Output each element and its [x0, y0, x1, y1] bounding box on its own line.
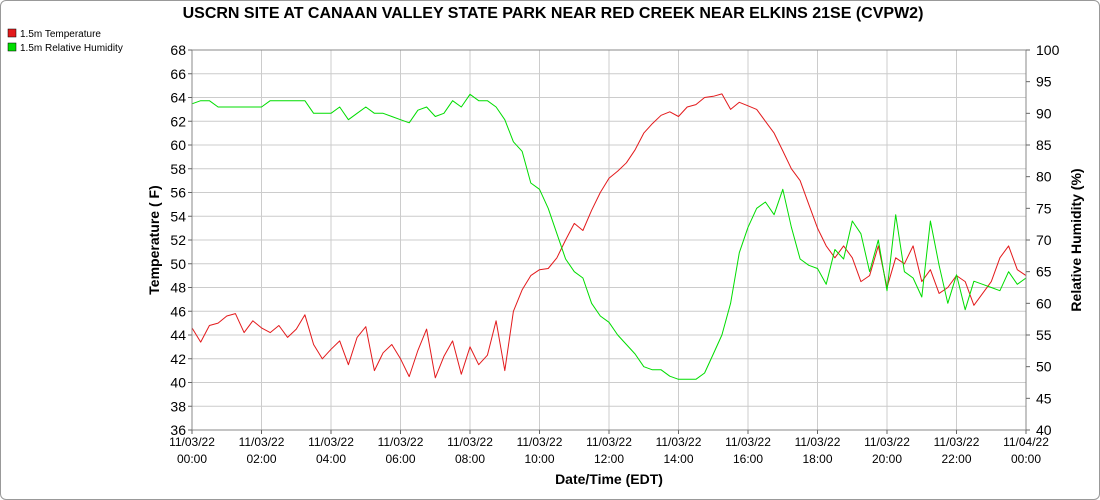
legend-label-temperature: 1.5m Temperature	[20, 29, 101, 40]
x-tick-date: 11/03/22	[517, 435, 563, 449]
y-axis-label-right: Relative Humidity (%)	[1068, 168, 1084, 311]
left-tick-label: 54	[170, 208, 186, 224]
left-tick-label: 48	[170, 280, 186, 296]
left-tick-label: 46	[170, 303, 186, 319]
right-tick-label: 55	[1036, 327, 1052, 343]
left-axis-ticks: 36 38 40 42 44 46 48 50 52 54 56 58 60 62 64 66 68	[170, 42, 192, 438]
legend-swatch-temperature	[7, 28, 17, 38]
x-tick-time: 20:00	[872, 452, 902, 466]
left-tick-label: 52	[170, 232, 186, 248]
grid	[191, 49, 1027, 431]
right-tick-label: 50	[1036, 359, 1052, 375]
x-axis-label: Date/Time (EDT)	[555, 471, 663, 487]
x-tick-time: 06:00	[385, 452, 415, 466]
left-tick-label: 56	[170, 185, 186, 201]
right-tick-label: 60	[1036, 295, 1052, 311]
right-tick-label: 40	[1036, 422, 1052, 438]
left-tick-label: 36	[170, 422, 186, 438]
x-tick-date: 11/03/22	[586, 435, 632, 449]
left-tick-label: 60	[170, 137, 186, 153]
right-tick-label: 100	[1036, 42, 1060, 58]
x-tick-date: 11/03/22	[447, 435, 493, 449]
right-tick-label: 80	[1036, 169, 1052, 185]
right-tick-label: 90	[1036, 105, 1052, 121]
right-tick-label: 45	[1036, 390, 1052, 406]
left-tick-label: 68	[170, 42, 186, 58]
x-tick-date: 11/03/22	[169, 435, 215, 449]
left-tick-label: 38	[170, 398, 186, 414]
x-tick-date: 11/04/22	[1003, 435, 1049, 449]
series-layer	[191, 93, 1027, 380]
left-tick-label: 62	[170, 113, 186, 129]
x-tick-time: 04:00	[316, 452, 346, 466]
x-tick-date: 11/03/22	[378, 435, 424, 449]
x-tick-date: 11/03/22	[656, 435, 702, 449]
x-tick-date: 11/03/22	[308, 435, 354, 449]
left-tick-label: 66	[170, 66, 186, 82]
left-tick-label: 40	[170, 375, 186, 391]
x-tick-time: 22:00	[941, 452, 971, 466]
left-tick-label: 42	[170, 351, 186, 367]
left-tick-label: 44	[170, 327, 186, 343]
x-tick-time: 02:00	[246, 452, 276, 466]
x-tick-date: 11/03/22	[864, 435, 910, 449]
x-tick-date: 11/03/22	[934, 435, 980, 449]
x-tick-time: 00:00	[1011, 452, 1041, 466]
legend-swatch-humidity	[7, 42, 17, 52]
right-tick-label: 75	[1036, 200, 1052, 216]
x-tick-time: 12:00	[594, 452, 624, 466]
right-tick-label: 70	[1036, 232, 1052, 248]
legend-label-humidity: 1.5m Relative Humidity	[20, 43, 123, 54]
right-tick-label: 85	[1036, 137, 1052, 153]
left-tick-label: 64	[170, 90, 186, 106]
legend: 1.5m Temperature 1.5m Relative Humidity	[7, 28, 123, 54]
left-tick-label: 58	[170, 161, 186, 177]
left-tick-label: 50	[170, 256, 186, 272]
x-tick-time: 10:00	[524, 452, 554, 466]
x-tick-time: 18:00	[802, 452, 832, 466]
right-tick-label: 95	[1036, 74, 1052, 90]
humidity-series-line	[191, 93, 1027, 380]
right-tick-label: 65	[1036, 264, 1052, 280]
x-axis-ticks: 11/03/22 00:00 11/03/22 02:00 11/03/22 04:00 1…	[169, 430, 1049, 466]
x-tick-time: 14:00	[663, 452, 693, 466]
x-tick-time: 00:00	[177, 452, 207, 466]
right-axis-ticks: 40 45 50 55 60 65 70 75 80 85 90 95 100	[1026, 42, 1060, 438]
x-tick-date: 11/03/22	[239, 435, 285, 449]
y-axis-label-left: Temperature ( F)	[146, 185, 162, 294]
x-tick-time: 08:00	[455, 452, 485, 466]
x-tick-time: 16:00	[733, 452, 763, 466]
x-tick-date: 11/03/22	[725, 435, 771, 449]
x-tick-date: 11/03/22	[795, 435, 841, 449]
chart-title: USCRN SITE AT CANAAN VALLEY STATE PARK N…	[183, 5, 924, 22]
